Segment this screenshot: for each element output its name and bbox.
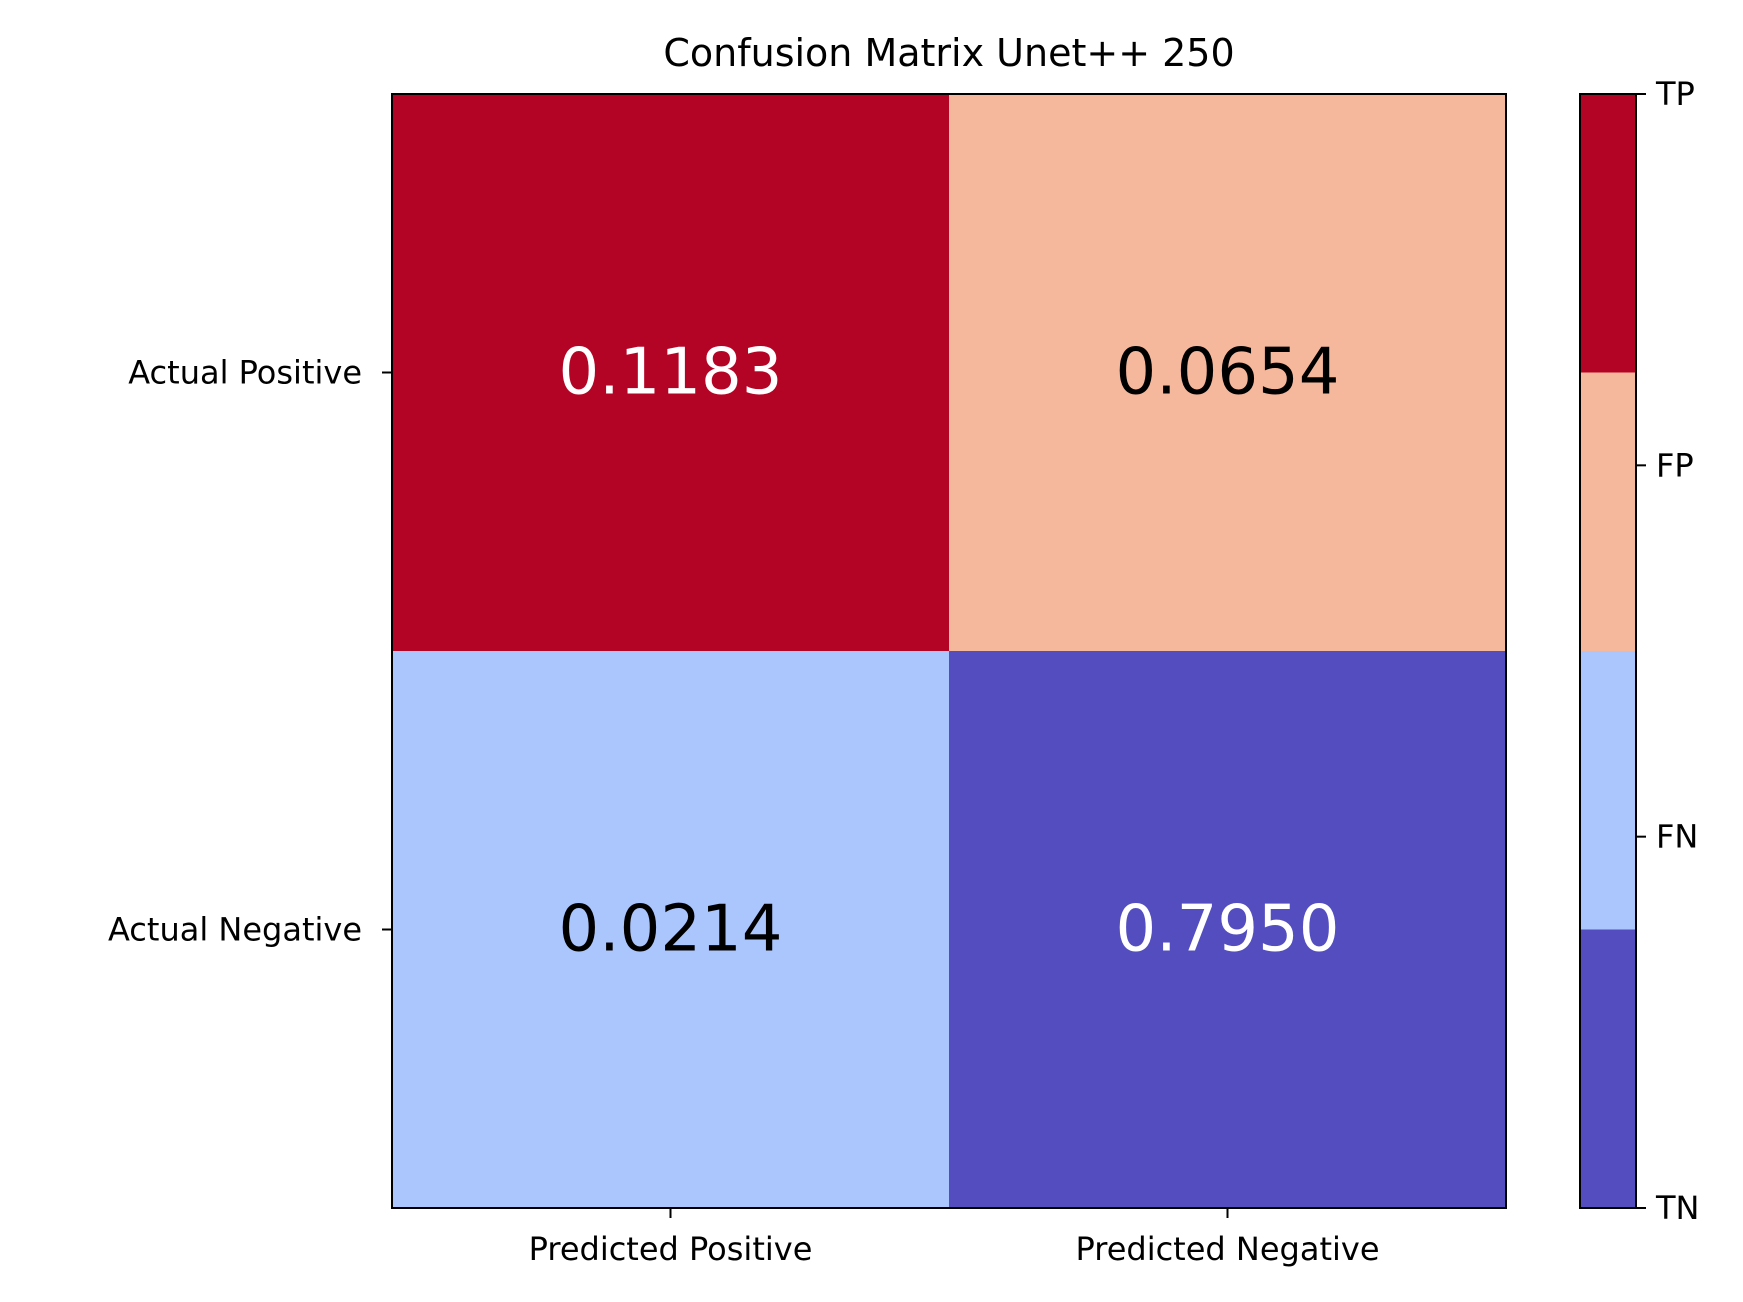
plot-frame — [391, 93, 1507, 1209]
heatmap-cell-tp — [392, 94, 950, 652]
axis-ticks: Actual Positive Actual Negative Predicted … — [108, 354, 1380, 1269]
x-tick-label-predicted-negative: Predicted Negative — [1076, 1230, 1380, 1268]
x-tick-label-predicted-positive: Predicted Positive — [529, 1230, 813, 1268]
colorbar-segment-tp — [1580, 94, 1636, 373]
heatmap-cell-tn — [949, 651, 1507, 1209]
colorbar-tick-label-tp: TP — [1655, 75, 1695, 113]
colorbar-segment-fp — [1580, 372, 1636, 652]
colorbar-tick-label-fp: FP — [1656, 446, 1694, 484]
heatmap-value-labels: 0.1183 0.0654 0.0214 0.7950 — [559, 336, 1340, 967]
cell-value-label-fp: 0.0654 — [1116, 336, 1340, 410]
colorbar-segment-tn — [1580, 929, 1636, 1209]
cell-value-label-tp: 0.1183 — [559, 336, 783, 410]
colorbar-segment-fn — [1580, 651, 1636, 930]
colorbar: TP FP FN TN — [1579, 75, 1699, 1227]
y-tick-label-actual-negative: Actual Negative — [108, 911, 362, 949]
heatmap-cells — [392, 94, 1507, 1209]
cell-value-label-tn: 0.7950 — [1116, 893, 1340, 967]
colorbar-tick-label-tn: TN — [1655, 1189, 1699, 1227]
heatmap-cell-fn — [392, 651, 950, 1209]
y-tick-label-actual-positive: Actual Positive — [128, 354, 362, 392]
colorbar-frame — [1579, 93, 1637, 1209]
chart-title: Confusion Matrix Unet++ 250 — [663, 31, 1234, 75]
cell-value-label-fn: 0.0214 — [559, 893, 783, 967]
colorbar-tick-label-fn: FN — [1656, 818, 1698, 856]
heatmap-cell-fp — [949, 94, 1507, 652]
